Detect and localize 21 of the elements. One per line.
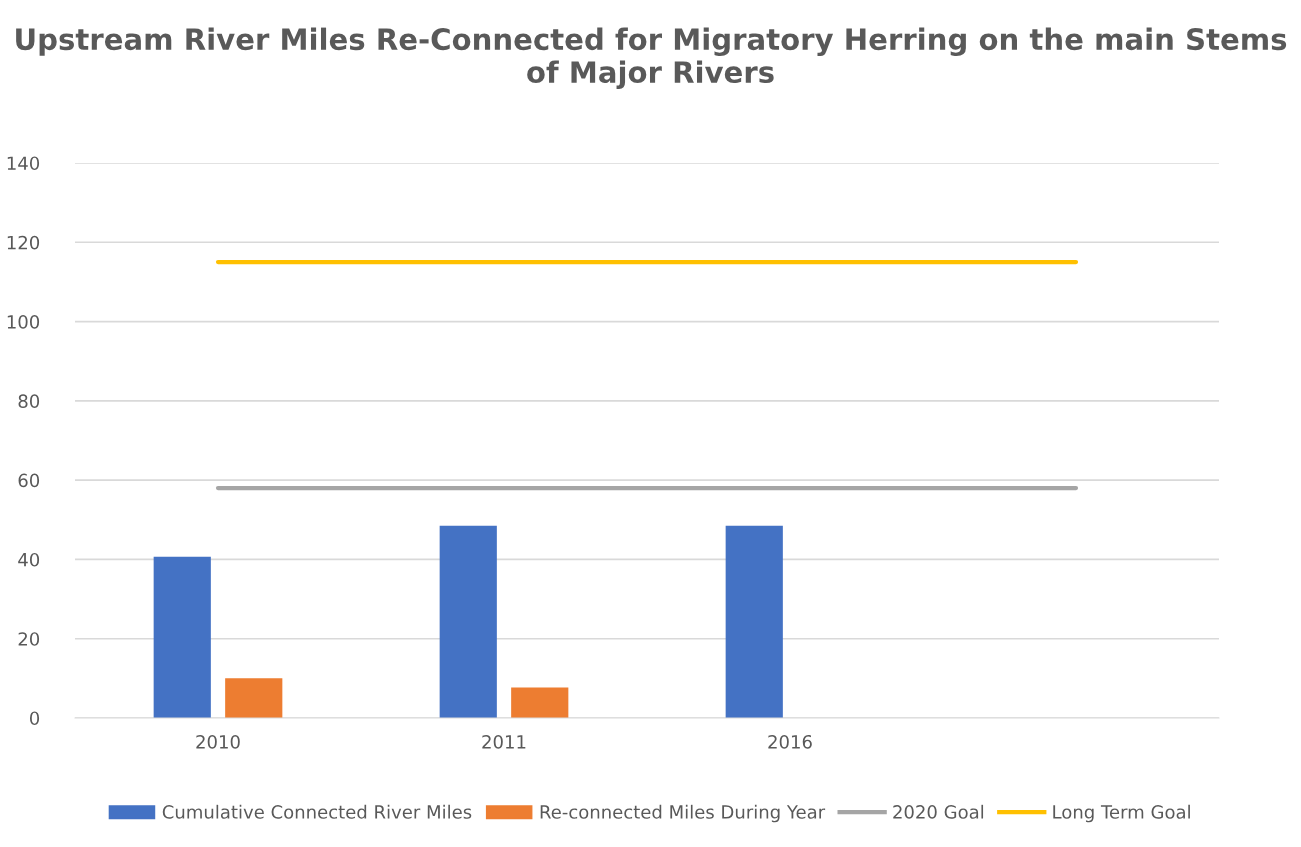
y-tick-label: 0 [29, 711, 40, 726]
legend-label: Cumulative Connected River Miles [162, 804, 472, 819]
y-tick-label: 40 [18, 552, 40, 567]
x-tick-label: 2010 [196, 734, 240, 749]
legend-label: Re-connected Miles During Year [540, 804, 826, 823]
bar [153, 556, 211, 718]
bar [511, 687, 569, 718]
bar [225, 678, 283, 718]
y-tick-label: 20 [18, 632, 40, 646]
y-tick-label: 100 [7, 315, 40, 329]
x-tick-label: 2016 [768, 734, 812, 749]
bar [439, 525, 497, 718]
x-tick-label: 2011 [482, 734, 526, 749]
y-tick-label: 80 [18, 394, 40, 408]
y-tick-label: 140 [7, 156, 40, 171]
legend-label: 2020 Goal [893, 804, 984, 819]
legend-label: Long Term Goal [1053, 804, 1190, 823]
y-tick-label: 60 [18, 473, 40, 488]
bar [725, 525, 783, 718]
y-tick-label: 120 [7, 235, 40, 250]
chart-title: Upstream River Miles Re-Connected for Migratory Herring on the main Stems of Major Rivers [16, 27, 1287, 89]
